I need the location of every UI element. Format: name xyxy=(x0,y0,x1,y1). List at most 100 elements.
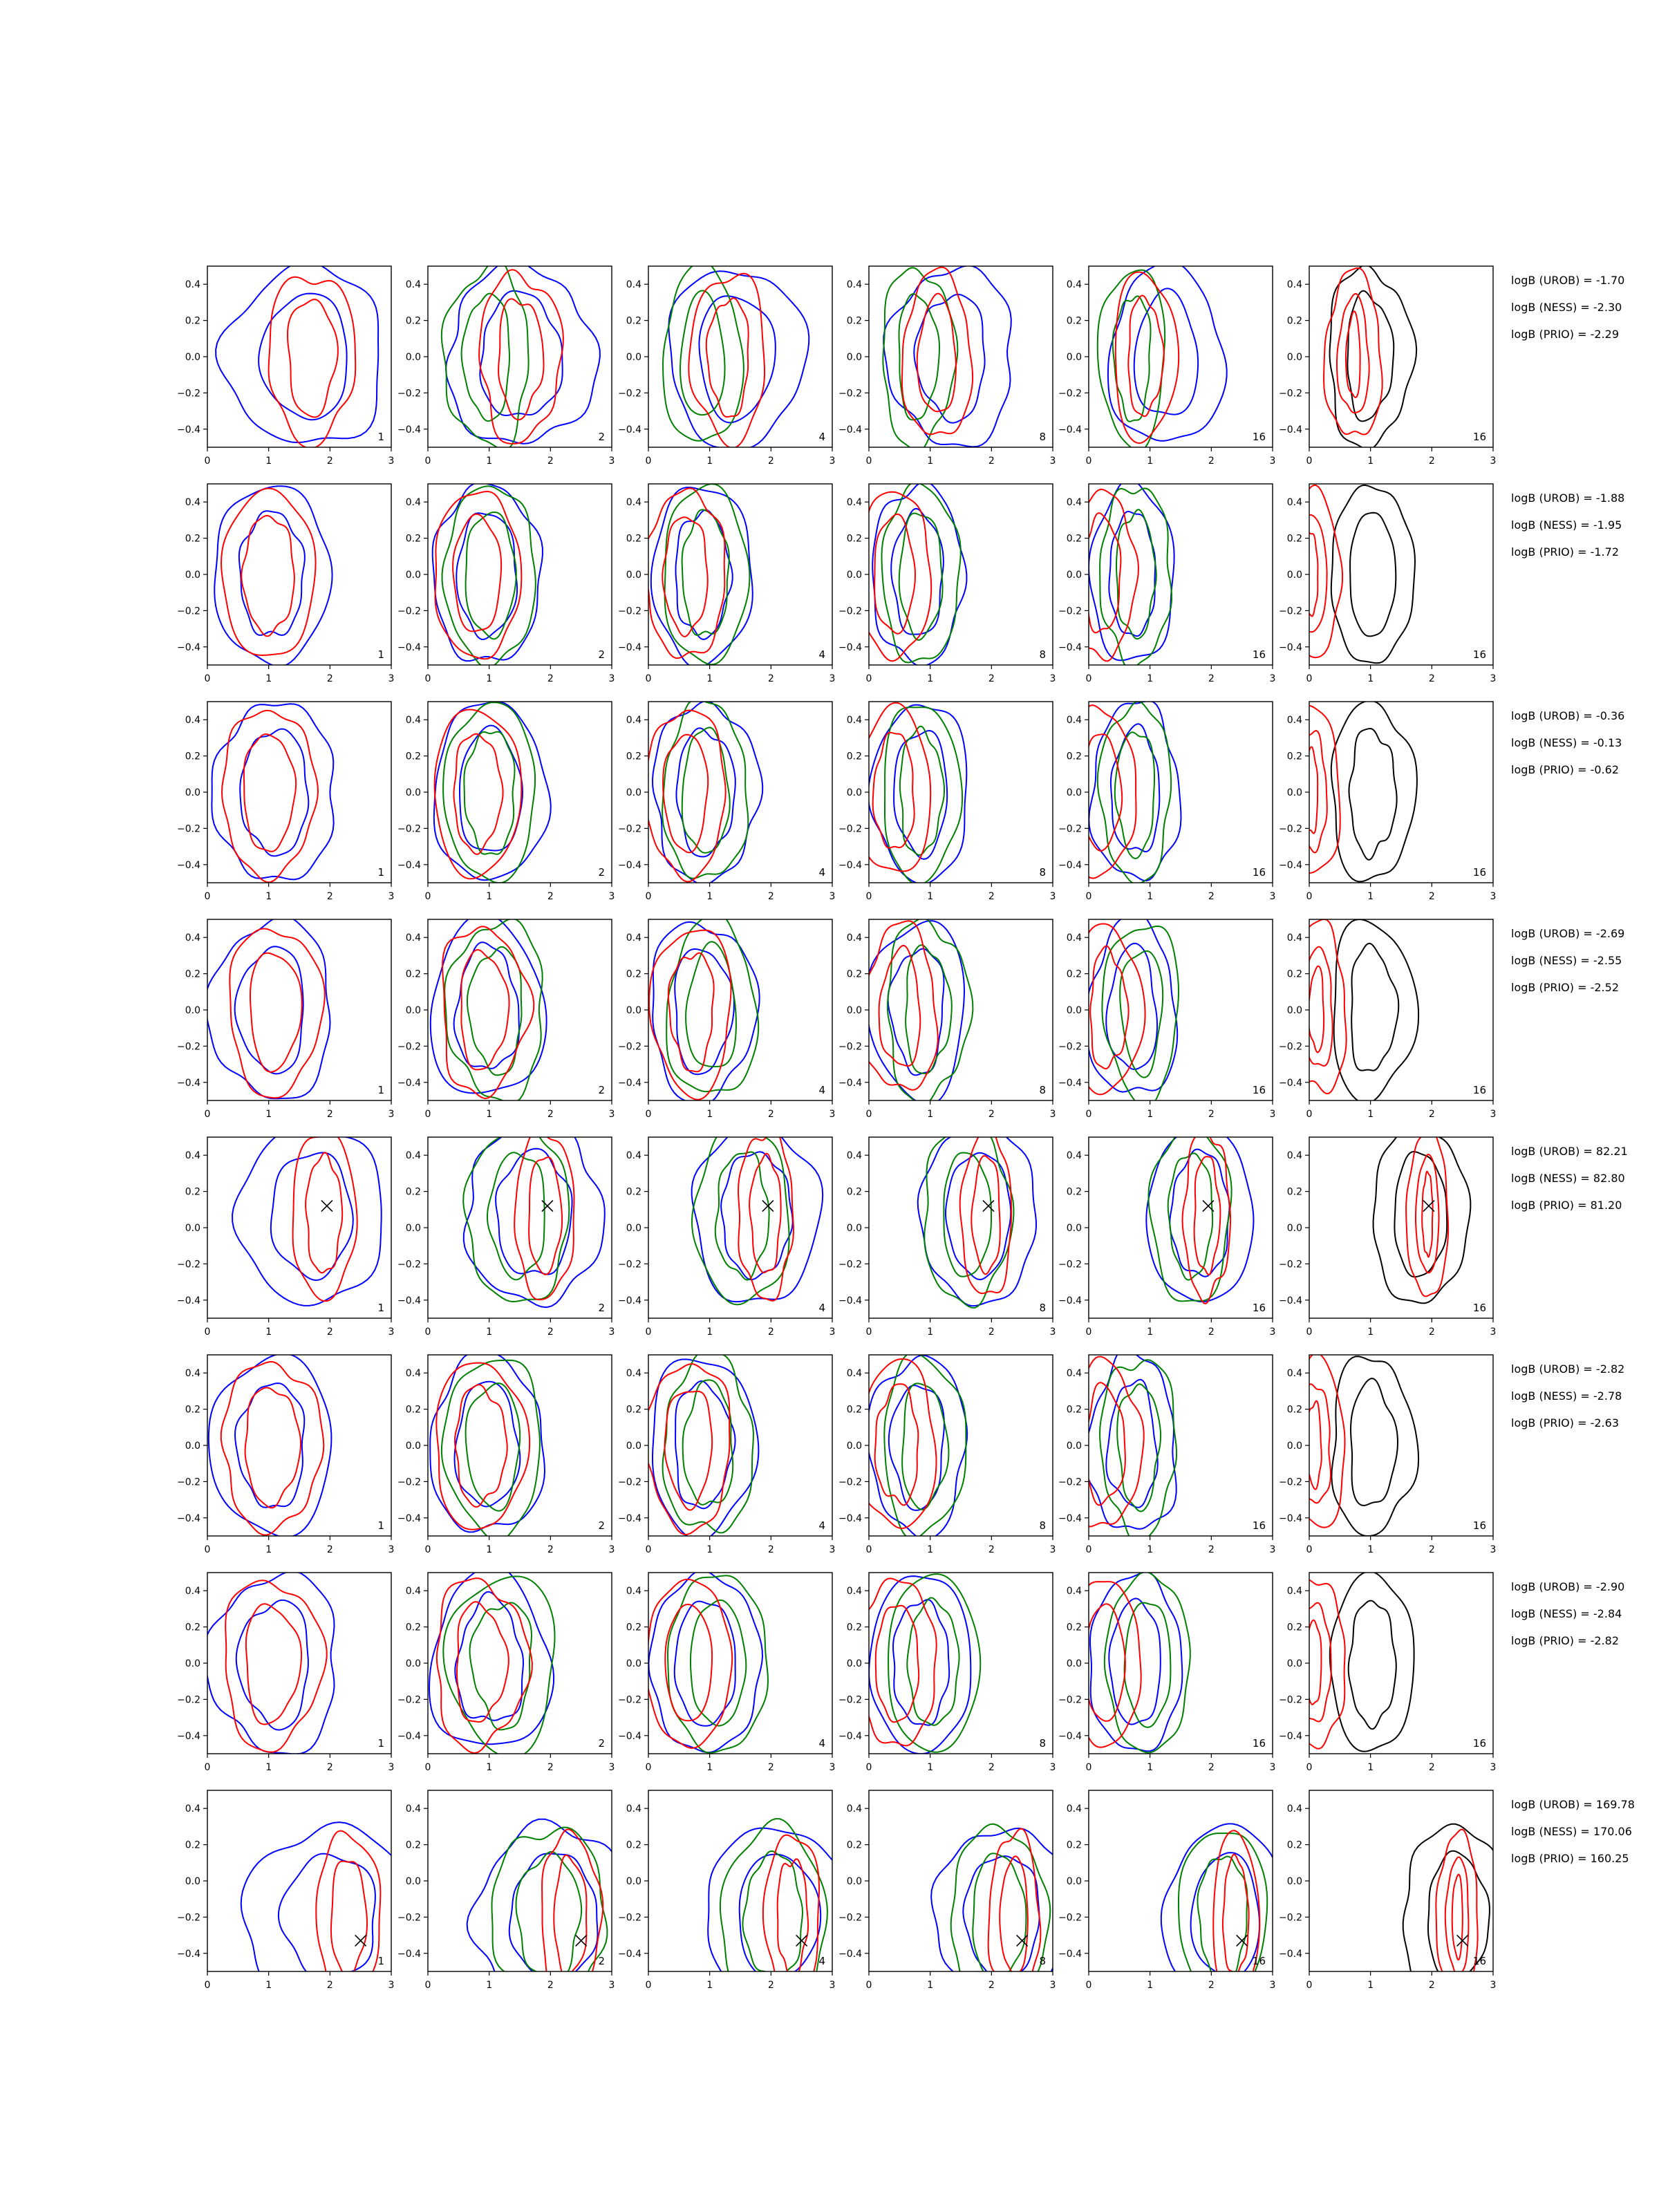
y-tick-label: −0.2 xyxy=(397,1477,421,1488)
panel-number-label: 16 xyxy=(1473,1519,1486,1532)
contour-red-level-2 xyxy=(1309,1383,1332,1504)
contour-red-level-1 xyxy=(229,928,326,1099)
contour-green-level-1 xyxy=(884,706,964,883)
x-tick-label: 3 xyxy=(1270,1762,1276,1773)
x-tick-label: 2 xyxy=(988,1544,995,1555)
contour-blue-level-1 xyxy=(917,1137,1038,1307)
x-tick-label: 1 xyxy=(927,456,933,467)
y-tick-label: −0.2 xyxy=(177,606,200,617)
logb-label: logB (UROB) = 169.78 xyxy=(1511,1798,1635,1811)
panel-frame xyxy=(207,1136,392,1319)
contour-red-level-1 xyxy=(1089,1356,1145,1528)
panel-number-label: 4 xyxy=(818,1302,825,1314)
y-tick-label: −0.2 xyxy=(618,823,641,834)
logb-label: logB (NESS) = -1.95 xyxy=(1511,518,1622,532)
x-tick-label: 0 xyxy=(205,1544,211,1555)
contour-blue-level-2 xyxy=(944,1152,1012,1281)
x-tick-label: 0 xyxy=(1306,1544,1313,1555)
y-tick-label: −0.2 xyxy=(1058,1041,1082,1052)
y-tick-label: −0.4 xyxy=(397,860,421,871)
contour-blue-level-2 xyxy=(1133,288,1199,415)
y-tick-label: 0.4 xyxy=(1067,1803,1082,1815)
contour-blue-level-1 xyxy=(707,1827,832,1971)
contour-green-level-1 xyxy=(662,1355,754,1534)
contour-green-level-1 xyxy=(883,1355,967,1536)
y-tick-label: 0.0 xyxy=(847,1876,862,1887)
y-tick-label: 0.2 xyxy=(185,1840,200,1851)
panel-r6-c6: 0 1 2 3 0.4 0.2 0.0 −0.2 −0.4 16 xyxy=(1279,1354,1496,1555)
logb-label: logB (UROB) = -1.88 xyxy=(1511,491,1624,505)
y-tick-label: 0.2 xyxy=(406,969,421,980)
contour-red-level-2 xyxy=(874,1383,919,1506)
contour-red-level-2 xyxy=(1089,733,1123,852)
contour-blue-level-1 xyxy=(668,270,810,447)
contour-green-level-2 xyxy=(972,1853,1027,1971)
contour-black-level-2 xyxy=(1351,942,1400,1071)
x-tick-label: 1 xyxy=(706,891,713,902)
contour-blue-level-2 xyxy=(239,728,310,857)
contour-green-level-1 xyxy=(950,1823,1051,1971)
x-tick-label: 2 xyxy=(768,1327,774,1338)
panel-frame xyxy=(1088,1572,1273,1754)
contour-red-level-1 xyxy=(268,276,357,447)
y-tick-label: 0.2 xyxy=(1067,534,1082,545)
contour-red-level-1 xyxy=(987,1828,1042,1971)
x-tick-label: 1 xyxy=(265,673,272,684)
contour-blue-level-1 xyxy=(207,1355,332,1536)
contour-green-level-1 xyxy=(440,266,529,447)
contour-blue-level-1 xyxy=(214,485,333,665)
contour-red-level-2 xyxy=(286,299,339,418)
y-tick-label: −0.2 xyxy=(177,823,200,834)
y-tick-label: 0.0 xyxy=(185,352,200,363)
y-tick-label: 0.0 xyxy=(1287,1223,1302,1234)
y-tick-label: −0.4 xyxy=(177,642,200,653)
contour-green-level-2 xyxy=(465,511,517,640)
x-tick-label: 2 xyxy=(327,1109,333,1120)
contour-black-level-2 xyxy=(1349,512,1397,637)
y-tick-label: −0.4 xyxy=(1058,1513,1082,1524)
y-tick-label: 0.2 xyxy=(185,751,200,762)
contour-red-level-2 xyxy=(1309,1602,1332,1723)
contour-red-level-2 xyxy=(916,292,957,413)
contour-blue-level-2 xyxy=(495,1147,573,1275)
y-tick-label: −0.4 xyxy=(397,1731,421,1742)
contour-blue-level-1 xyxy=(211,703,335,881)
y-tick-label: 0.2 xyxy=(1287,969,1302,980)
panel-number-label: 4 xyxy=(818,866,825,879)
y-tick-label: 0.2 xyxy=(847,1622,862,1633)
x-tick-label: 1 xyxy=(1367,456,1374,467)
logb-label: logB (PRIO) = -2.29 xyxy=(1511,328,1619,341)
y-tick-label: 0.2 xyxy=(406,1405,421,1416)
contour-blue-level-1 xyxy=(869,920,966,1100)
contour-red-level-1 xyxy=(869,491,932,662)
x-tick-label: 0 xyxy=(205,673,211,684)
panel-number-label: 8 xyxy=(1039,866,1046,879)
logb-label: logB (NESS) = -2.30 xyxy=(1511,301,1622,314)
contour-green-level-2 xyxy=(685,941,737,1068)
panel-number-label: 2 xyxy=(598,431,605,443)
y-tick-label: 0.2 xyxy=(847,751,862,762)
x-tick-label: 2 xyxy=(1429,1762,1435,1773)
panel-r3-c4: 0 1 2 3 0.4 0.2 0.0 −0.2 −0.4 8 xyxy=(838,701,1056,902)
panel-number-label: 2 xyxy=(598,1737,605,1750)
x-tick-label: 3 xyxy=(830,1762,836,1773)
x-tick-label: 2 xyxy=(768,1109,774,1120)
x-tick-label: 0 xyxy=(1086,1544,1092,1555)
y-tick-label: −0.2 xyxy=(397,823,421,834)
x-tick-label: 3 xyxy=(1050,1544,1056,1555)
y-tick-label: 0.0 xyxy=(1067,570,1082,581)
y-tick-label: −0.4 xyxy=(1058,1078,1082,1089)
contour-blue-level-2 xyxy=(238,510,306,637)
panel-number-label: 16 xyxy=(1253,648,1266,661)
contour-green-level-2 xyxy=(905,944,953,1074)
contour-red-level-1 xyxy=(1309,1579,1346,1750)
x-tick-label: 2 xyxy=(547,1980,554,1991)
contour-green-level-1 xyxy=(442,702,536,883)
x-tick-label: 1 xyxy=(265,456,272,467)
contour-red-level-1 xyxy=(869,920,939,1091)
contour-green-level-1 xyxy=(1103,1573,1191,1754)
panel-number-label: 8 xyxy=(1039,1302,1046,1314)
x-tick-label: 3 xyxy=(1490,1980,1497,1991)
x-tick-label: 0 xyxy=(866,1109,872,1120)
y-tick-label: 0.4 xyxy=(626,1586,641,1597)
